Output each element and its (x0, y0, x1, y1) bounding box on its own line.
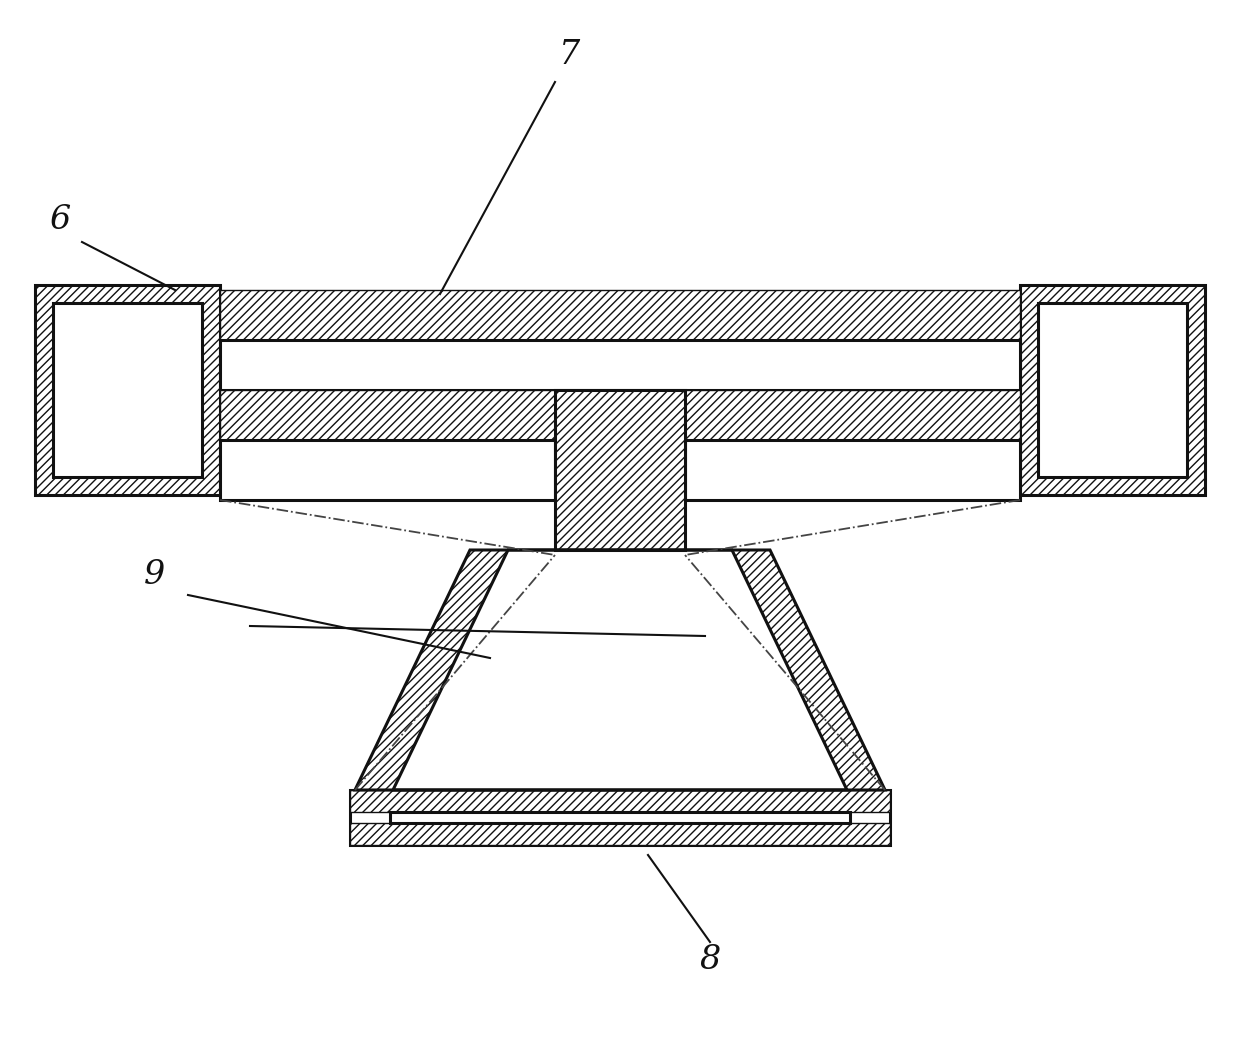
Text: 8: 8 (699, 944, 720, 976)
Bar (350, 790, 890, 844)
Bar (219, 440, 556, 500)
Polygon shape (732, 550, 885, 790)
Bar (391, 812, 849, 823)
Bar (1021, 285, 1205, 495)
Bar (219, 390, 1021, 440)
Bar (53, 303, 202, 477)
Bar (350, 790, 890, 812)
Bar (684, 440, 1021, 500)
Bar (219, 290, 1021, 340)
Bar (556, 390, 684, 550)
Bar (219, 340, 1021, 390)
Text: 6: 6 (50, 204, 71, 236)
Bar (35, 285, 219, 495)
Polygon shape (355, 550, 508, 790)
Bar (556, 390, 684, 550)
Text: 9: 9 (144, 560, 166, 591)
Text: 7: 7 (559, 38, 580, 71)
Bar (1038, 303, 1187, 477)
Polygon shape (393, 550, 847, 790)
Bar (350, 823, 890, 844)
